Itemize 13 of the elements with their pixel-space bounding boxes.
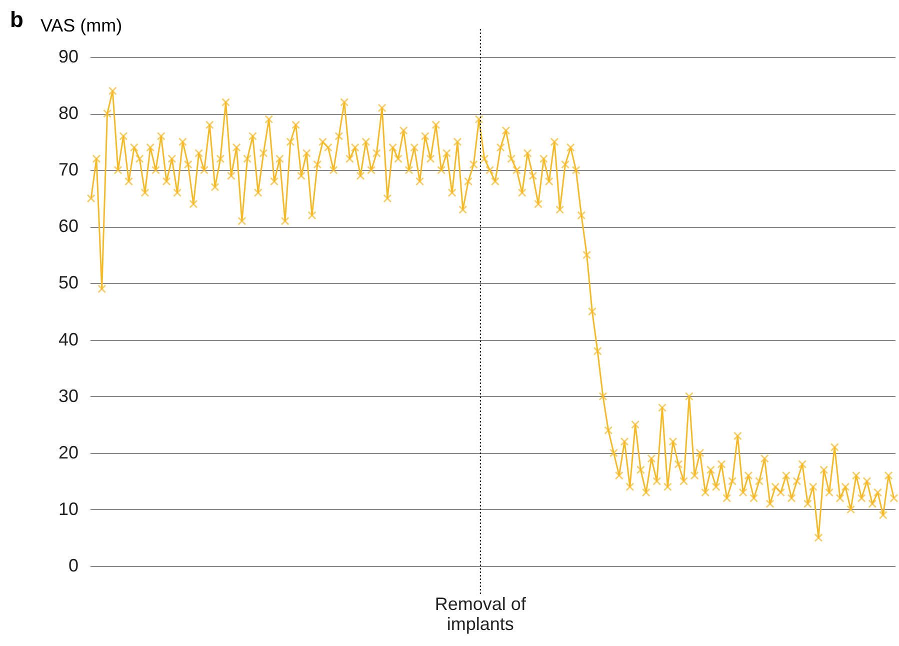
y-tick-label: 20 bbox=[58, 442, 78, 462]
y-tick-label: 40 bbox=[58, 329, 78, 350]
y-tick-label: 90 bbox=[58, 46, 78, 66]
y-tick-label: 0 bbox=[68, 556, 78, 576]
y-tick-label: 80 bbox=[58, 103, 78, 124]
y-tick-label: 10 bbox=[58, 498, 78, 519]
y-tick-label: 50 bbox=[58, 272, 78, 293]
y-tick-label: 30 bbox=[58, 386, 78, 406]
y-axis-title: VAS (mm) bbox=[40, 16, 122, 36]
y-tick-label: 60 bbox=[58, 216, 78, 236]
y-tick-label: 70 bbox=[58, 160, 78, 180]
text: Removal of implants bbox=[434, 594, 527, 634]
text: b bbox=[10, 7, 24, 32]
